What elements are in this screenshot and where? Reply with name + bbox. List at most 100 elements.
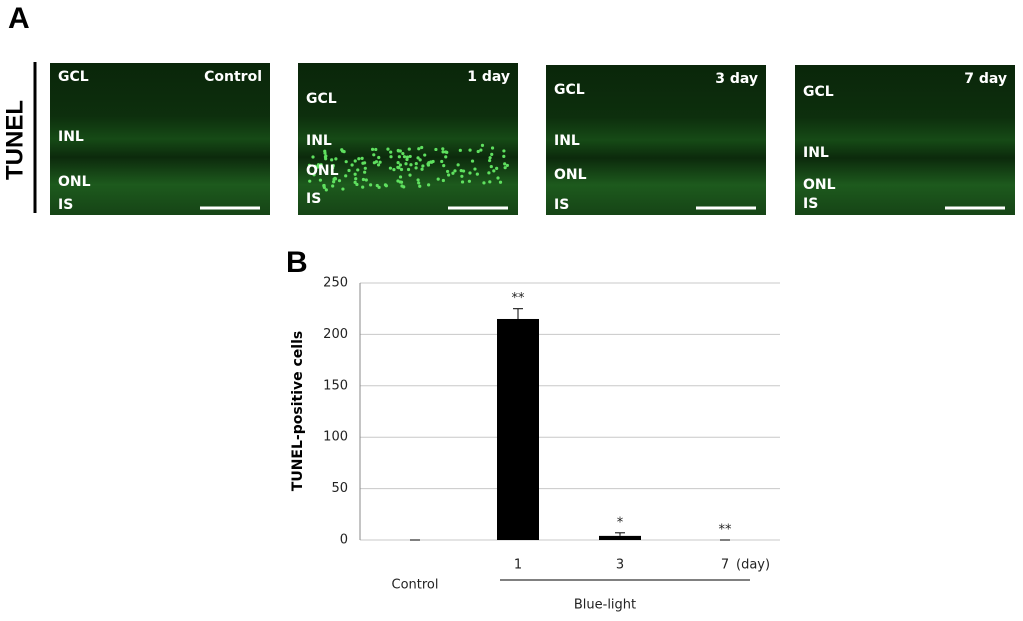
tunel-dot xyxy=(363,166,367,170)
tunel-dot xyxy=(398,180,402,184)
tunel-dot xyxy=(405,157,409,162)
tunel-dot xyxy=(418,158,422,162)
image-title: 7 day xyxy=(964,71,1007,87)
significance-label: ** xyxy=(719,523,733,538)
tunel-dot xyxy=(418,184,422,188)
tunel-dot xyxy=(361,185,365,189)
tunel-dot xyxy=(427,183,431,187)
tunel-dot xyxy=(311,155,315,159)
x-unit: (day) xyxy=(736,558,770,573)
tunel-dot xyxy=(399,167,404,172)
tunel-dot xyxy=(388,166,393,170)
tunel-dot xyxy=(357,157,361,161)
tunel-dot xyxy=(441,150,445,154)
tunel-dot xyxy=(363,161,367,165)
tunel-dot xyxy=(467,179,471,183)
tunel-dot xyxy=(370,147,375,151)
tunel-dot xyxy=(323,151,327,155)
tunel-dot xyxy=(361,177,366,182)
tunel-dot xyxy=(459,169,463,173)
tunel-dot xyxy=(378,160,382,164)
layer-label: GCL xyxy=(803,84,834,100)
bar xyxy=(599,535,641,540)
tunel-dot xyxy=(402,155,407,159)
tunel-dot xyxy=(476,149,480,154)
tunel-dot xyxy=(350,163,354,167)
tunel-dot xyxy=(356,168,360,172)
tunel-dot xyxy=(383,183,388,187)
tunel-dot xyxy=(475,172,479,176)
layer-label: IS xyxy=(306,191,321,207)
tunel-dot xyxy=(498,180,503,184)
group-label: Blue-light xyxy=(574,598,636,613)
tunel-dot xyxy=(445,150,449,154)
tunel-dot xyxy=(440,159,444,164)
tunel-dot xyxy=(489,164,493,169)
tunel-dot xyxy=(334,157,338,161)
layer-label: GCL xyxy=(306,91,337,107)
tunel-dot xyxy=(502,154,506,158)
tunel-dot xyxy=(505,163,510,168)
tunel-dot xyxy=(324,157,328,161)
tunel-dot xyxy=(322,184,326,188)
layer-label: GCL xyxy=(554,82,585,98)
significance-label: ** xyxy=(512,291,526,306)
tunel-dot xyxy=(416,178,420,182)
tunel-dot xyxy=(468,171,472,175)
tunel-dot xyxy=(407,147,411,151)
tunel-dot xyxy=(374,147,378,152)
tunel-dot xyxy=(414,162,418,166)
layer-label: ONL xyxy=(58,174,91,190)
tunel-dot xyxy=(431,159,435,164)
tunel-dot xyxy=(492,169,496,173)
image-title: 3 day xyxy=(715,71,758,87)
tunel-dot xyxy=(398,163,402,167)
y-tick-label: 150 xyxy=(323,378,348,393)
tunel-dot xyxy=(423,153,427,157)
x-tick-label: 7 xyxy=(721,558,729,573)
tunel-dot xyxy=(453,169,457,173)
panel-label: B xyxy=(286,246,308,279)
tunel-dot xyxy=(406,167,411,172)
layer-label: GCL xyxy=(58,69,89,85)
tunel-dot xyxy=(420,145,424,150)
tunel-dot xyxy=(503,162,507,166)
tunel-dot xyxy=(331,164,335,168)
error-bar xyxy=(615,532,625,536)
tunel-dot xyxy=(344,174,348,178)
layer-label: ONL xyxy=(306,163,339,179)
micrograph xyxy=(795,65,1015,215)
y-tick-label: 250 xyxy=(323,276,348,291)
x-tick-label: Control xyxy=(392,578,439,593)
tunel-dot xyxy=(426,163,431,167)
tunel-dot xyxy=(445,169,450,174)
tunel-dot xyxy=(316,163,321,167)
tunel-dot xyxy=(488,180,492,184)
tunel-dot xyxy=(386,147,390,151)
tunel-dot xyxy=(398,175,403,179)
tunel-dot xyxy=(496,176,500,180)
tunel-dot xyxy=(442,164,446,168)
tunel-dot xyxy=(451,171,455,175)
tunel-dot xyxy=(468,148,472,152)
tunel-dot xyxy=(479,148,483,152)
tunel-dot xyxy=(460,174,464,178)
micrograph xyxy=(546,65,766,215)
layer-label: INL xyxy=(803,145,829,161)
layer-label: INL xyxy=(306,133,332,149)
micrograph xyxy=(50,63,270,215)
tunel-dot xyxy=(340,148,344,152)
tunel-dot xyxy=(369,183,373,187)
tunel-dot xyxy=(460,180,465,184)
tunel-dot xyxy=(353,180,357,184)
y-tick-label: 50 xyxy=(331,481,348,496)
tunel-dot xyxy=(312,173,316,177)
tunel-dot xyxy=(421,164,425,168)
layer-label: IS xyxy=(58,197,73,213)
tunel-dot xyxy=(416,156,420,160)
tunel-dot xyxy=(397,155,401,159)
x-tick-label: 1 xyxy=(514,558,522,573)
layer-label: IS xyxy=(803,196,818,212)
panel-label: A xyxy=(8,2,30,35)
